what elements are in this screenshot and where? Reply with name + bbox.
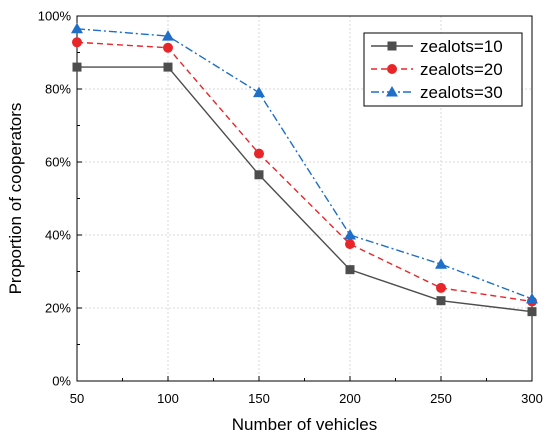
data-point-marker [254, 170, 264, 180]
y-tick-label: 20% [45, 301, 71, 316]
x-tick-label: 150 [248, 391, 270, 406]
legend-label: zealots=30 [420, 83, 503, 102]
data-point-marker [162, 30, 174, 41]
y-tick-label: 100% [38, 9, 72, 24]
y-tick-label: 60% [45, 155, 71, 170]
series-line [76, 28, 533, 300]
data-point-marker [345, 265, 355, 275]
legend-marker [386, 86, 398, 97]
data-point-marker [345, 239, 355, 250]
legend-label: zealots=20 [420, 60, 503, 79]
legend-marker [387, 41, 397, 51]
x-axis-title: Number of vehicles [232, 415, 378, 434]
legend-marker [387, 64, 397, 74]
legend-entry: zealots=20 [371, 60, 503, 79]
data-point-marker [526, 292, 538, 304]
x-tick-label: 100 [157, 391, 179, 406]
y-tick-label: 0% [52, 374, 71, 389]
legend-entry: zealots=10 [371, 37, 503, 56]
data-point-marker [71, 22, 83, 34]
axes: 50 100 150 200 250 300 0% 20% 40% 60% 80% 100% [38, 9, 543, 407]
data-point-marker [72, 37, 82, 48]
data-point-marker [163, 62, 173, 72]
x-tick-label: 50 [70, 391, 84, 406]
data-point-marker [436, 282, 446, 293]
data-point-marker [344, 229, 356, 240]
series-line [76, 41, 533, 303]
series-group [71, 22, 538, 317]
series-1 [72, 62, 537, 317]
data-point-marker [253, 86, 265, 98]
x-tick-label: 250 [430, 391, 452, 406]
data-point-marker [527, 307, 537, 317]
legend-entry: zealots=30 [371, 83, 503, 102]
y-axis-title: Proportion of cooperators [6, 103, 25, 295]
series-line [77, 66, 533, 313]
x-tick-label: 200 [339, 391, 361, 406]
data-point-marker [436, 296, 446, 306]
legend-label: zealots=10 [420, 37, 503, 56]
data-point-marker [72, 62, 82, 72]
data-point-marker [435, 258, 447, 269]
series-3 [71, 22, 538, 304]
y-tick-label: 80% [45, 82, 71, 97]
data-point-marker [163, 42, 173, 53]
y-tick-label: 40% [45, 228, 71, 243]
legend: zealots=10 zealots=20 zealots=30 [363, 32, 523, 107]
data-point-marker [254, 148, 264, 159]
x-tick-label: 300 [521, 391, 543, 406]
